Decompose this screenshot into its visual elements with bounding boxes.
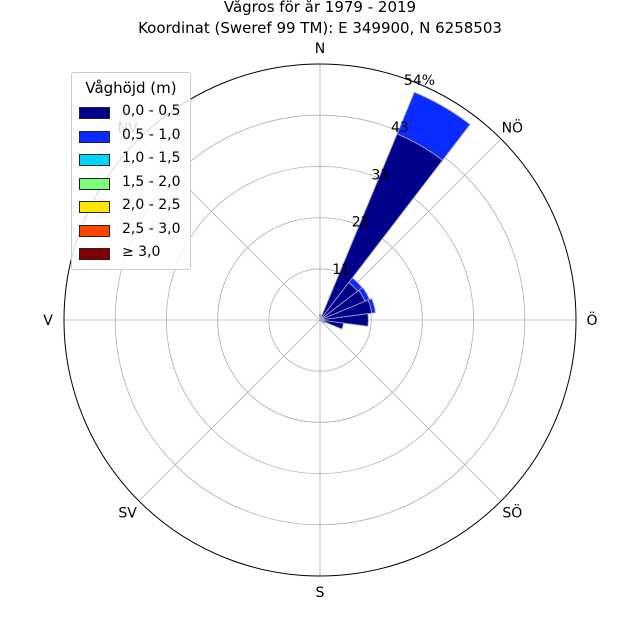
radial-tick-label: 33 bbox=[371, 167, 389, 183]
chart-title: Vågros för år 1979 - 2019 bbox=[223, 0, 417, 16]
sector-wedge bbox=[367, 298, 376, 314]
legend-label: 0,5 - 1,0 bbox=[122, 126, 181, 143]
legend-label: 1,0 - 1,5 bbox=[122, 150, 181, 166]
legend-swatch bbox=[79, 154, 110, 166]
radial-tick-label: 54% bbox=[404, 73, 435, 89]
legend-swatch bbox=[79, 107, 110, 119]
legend-swatch bbox=[79, 201, 110, 213]
chart-subtitle: Koordinat (Sweref 99 TM): E 349900, N 62… bbox=[138, 19, 502, 37]
direction-label: V bbox=[43, 313, 53, 329]
outer-circle bbox=[63, 63, 577, 577]
legend-label: 2,5 - 3,0 bbox=[122, 220, 181, 237]
legend-label: ≥ 3,0 bbox=[122, 244, 161, 260]
legend-title: Våghöjd (m) bbox=[85, 79, 177, 97]
grid-spoke bbox=[319, 319, 502, 502]
legend-swatch bbox=[79, 130, 110, 143]
grid-spoke bbox=[138, 319, 321, 502]
radial-tick-label: 11 bbox=[332, 262, 350, 278]
direction-label: NÖ bbox=[502, 119, 524, 137]
legend-label: 1,5 - 2,0 bbox=[122, 173, 181, 190]
direction-label: Ö bbox=[586, 311, 597, 329]
direction-label: S bbox=[316, 585, 325, 601]
legend: Våghöjd (m) 0,0 - 0,5 0,5 - 1,0 1,0 - 1,5 1… bbox=[71, 72, 191, 270]
legend-swatch bbox=[79, 177, 110, 190]
sector-wedge bbox=[396, 91, 471, 161]
direction-label: N bbox=[315, 41, 325, 57]
legend-label: 0,0 - 0,5 bbox=[122, 103, 181, 119]
legend-swatch bbox=[79, 248, 110, 260]
radial-tick-label: 22 bbox=[352, 215, 370, 231]
sector-wedge bbox=[319, 319, 344, 330]
direction-label: SÖ bbox=[502, 503, 522, 521]
legend-label: 2,0 - 2,5 bbox=[122, 197, 181, 213]
sector-wedge bbox=[319, 319, 322, 322]
radial-tick-label: 43 bbox=[391, 120, 409, 136]
legend-swatch bbox=[79, 224, 110, 237]
sector-wedge bbox=[319, 133, 444, 321]
direction-label: SV bbox=[118, 505, 137, 521]
